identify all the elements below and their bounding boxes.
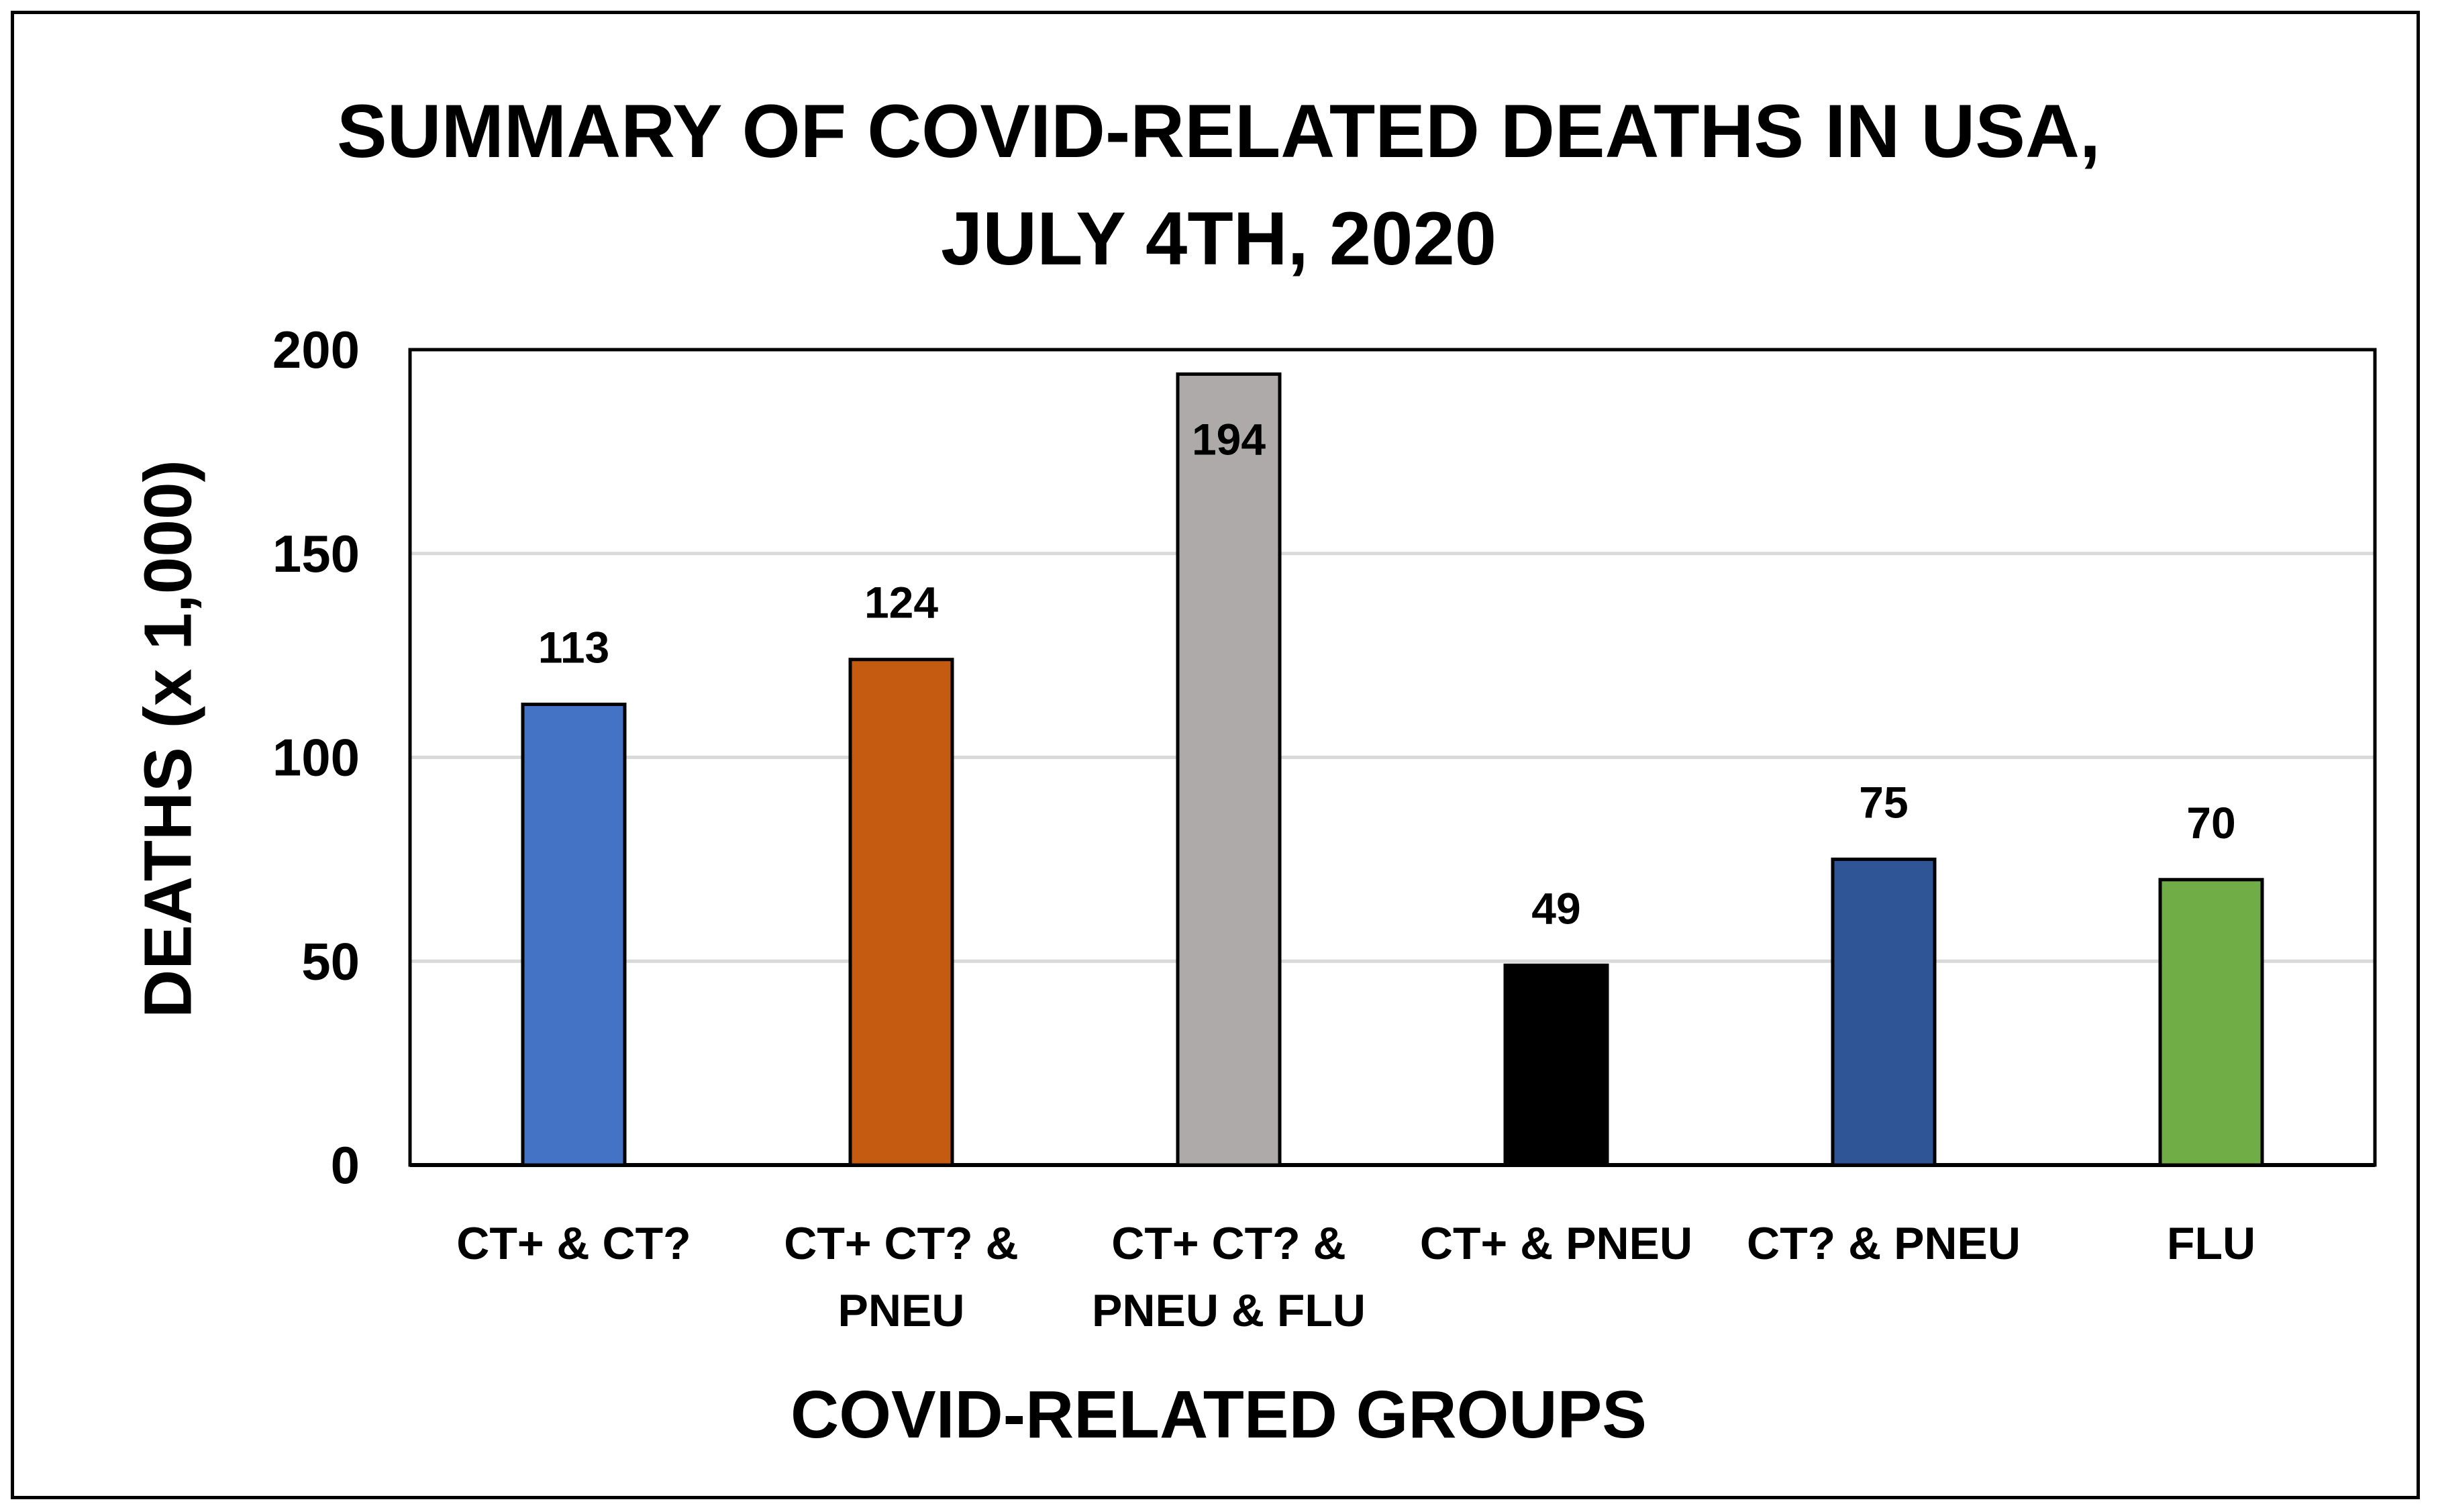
chart-title: SUMMARY OF COVID-RELATED DEATHS IN USA, … <box>14 78 2423 293</box>
data-label: 113 <box>538 623 609 672</box>
data-label: 194 <box>1192 414 1266 464</box>
bar <box>521 703 627 1167</box>
data-label: 49 <box>1531 883 1580 933</box>
chart-title-line-2: JULY 4TH, 2020 <box>940 197 1497 281</box>
bar <box>2158 878 2264 1167</box>
data-label: 124 <box>864 578 938 627</box>
bar <box>1176 372 1282 1167</box>
bar <box>1831 857 1937 1167</box>
bar <box>848 658 954 1167</box>
data-label: 75 <box>1859 777 1908 827</box>
y-tick-label: 100 <box>272 728 360 787</box>
y-tick-label: 0 <box>331 1136 360 1195</box>
y-tick-label: 50 <box>301 931 360 991</box>
x-tick-label: CT+ CT? & <box>784 1218 1018 1269</box>
x-tick-label: FLU <box>2167 1218 2255 1269</box>
plot-area: 0 50 100 150 200 113 CT+ & CT? 124 CT+ CT? & PNEU… <box>272 320 2377 1336</box>
y-tick-label: 200 <box>272 320 360 379</box>
y-tick-label: 150 <box>272 524 360 583</box>
x-tick-label: CT+ & PNEU <box>1420 1218 1692 1269</box>
x-axis-label: COVID-RELATED GROUPS <box>791 1377 1647 1452</box>
x-tick-label: CT? & PNEU <box>1747 1218 2021 1269</box>
chart-title-line-1: SUMMARY OF COVID-RELATED DEATHS IN USA, <box>337 89 2100 173</box>
x-tick-label: CT+ CT? & <box>1111 1218 1345 1269</box>
data-label: 70 <box>2186 798 2235 848</box>
x-tick-label: CT+ & CT? <box>456 1218 691 1269</box>
chart-frame: SUMMARY OF COVID-RELATED DEATHS IN USA, … <box>11 11 2420 1499</box>
bar <box>1503 963 1609 1167</box>
x-tick-label: PNEU <box>838 1285 965 1336</box>
x-tick-label: PNEU & FLU <box>1092 1285 1366 1336</box>
